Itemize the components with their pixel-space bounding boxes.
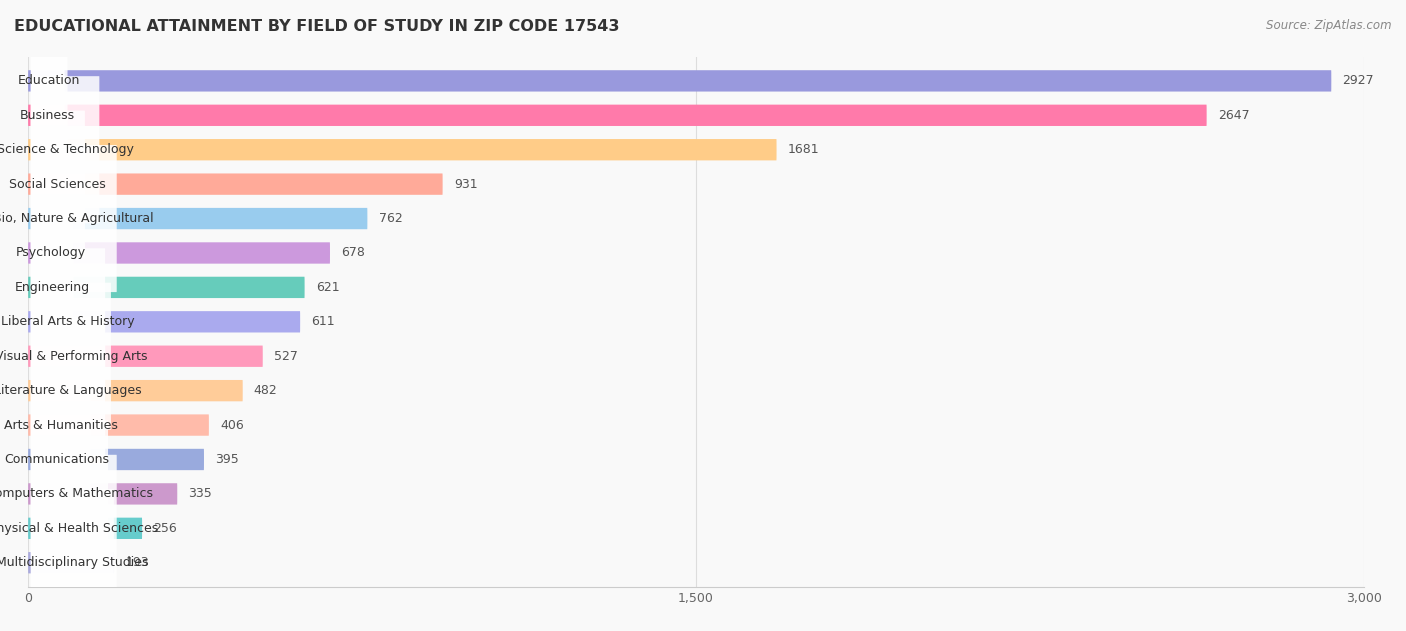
FancyBboxPatch shape [31,420,108,567]
Text: 406: 406 [219,418,243,432]
FancyBboxPatch shape [31,317,105,464]
FancyBboxPatch shape [28,70,1331,91]
FancyBboxPatch shape [31,351,90,498]
Text: Communications: Communications [4,453,108,466]
FancyBboxPatch shape [31,76,100,223]
Text: 2647: 2647 [1218,109,1250,122]
Text: Liberal Arts & History: Liberal Arts & History [1,316,135,328]
Text: 256: 256 [153,522,177,535]
Text: Source: ZipAtlas.com: Source: ZipAtlas.com [1267,19,1392,32]
FancyBboxPatch shape [31,248,105,396]
FancyBboxPatch shape [31,283,111,430]
Text: Literature & Languages: Literature & Languages [0,384,142,397]
Text: 611: 611 [311,316,335,328]
FancyBboxPatch shape [31,42,65,189]
FancyBboxPatch shape [28,552,114,574]
Text: Visual & Performing Arts: Visual & Performing Arts [0,350,148,363]
Text: Bio, Nature & Agricultural: Bio, Nature & Agricultural [0,212,155,225]
FancyBboxPatch shape [31,214,73,361]
FancyBboxPatch shape [28,311,299,333]
Text: 1681: 1681 [787,143,820,156]
FancyBboxPatch shape [28,139,776,160]
Text: 2927: 2927 [1343,74,1374,87]
Text: Business: Business [20,109,76,122]
FancyBboxPatch shape [31,489,114,631]
Text: Education: Education [18,74,80,87]
FancyBboxPatch shape [31,110,84,257]
FancyBboxPatch shape [28,277,305,298]
Text: EDUCATIONAL ATTAINMENT BY FIELD OF STUDY IN ZIP CODE 17543: EDUCATIONAL ATTAINMENT BY FIELD OF STUDY… [14,19,620,34]
FancyBboxPatch shape [28,483,177,505]
FancyBboxPatch shape [28,449,204,470]
FancyBboxPatch shape [28,346,263,367]
Text: Psychology: Psychology [15,247,86,259]
FancyBboxPatch shape [31,8,67,155]
Text: 527: 527 [274,350,298,363]
FancyBboxPatch shape [31,455,117,602]
FancyBboxPatch shape [28,380,243,401]
FancyBboxPatch shape [28,517,142,539]
FancyBboxPatch shape [31,179,70,326]
FancyBboxPatch shape [31,145,117,292]
FancyBboxPatch shape [31,386,82,533]
Text: 482: 482 [254,384,277,397]
Text: 395: 395 [215,453,239,466]
FancyBboxPatch shape [28,242,330,264]
FancyBboxPatch shape [28,208,367,229]
Text: Engineering: Engineering [14,281,90,294]
Text: Social Sciences: Social Sciences [10,178,107,191]
FancyBboxPatch shape [28,105,1206,126]
Text: 193: 193 [125,557,149,569]
Text: Multidisciplinary Studies: Multidisciplinary Studies [0,557,149,569]
FancyBboxPatch shape [28,415,209,436]
Text: 931: 931 [454,178,478,191]
Text: Science & Technology: Science & Technology [0,143,134,156]
Text: 335: 335 [188,487,212,500]
FancyBboxPatch shape [28,174,443,195]
Text: Arts & Humanities: Arts & Humanities [4,418,118,432]
Text: 678: 678 [342,247,366,259]
Text: 621: 621 [316,281,339,294]
Text: Physical & Health Sciences: Physical & Health Sciences [0,522,159,535]
Text: 762: 762 [378,212,402,225]
Text: Computers & Mathematics: Computers & Mathematics [0,487,153,500]
